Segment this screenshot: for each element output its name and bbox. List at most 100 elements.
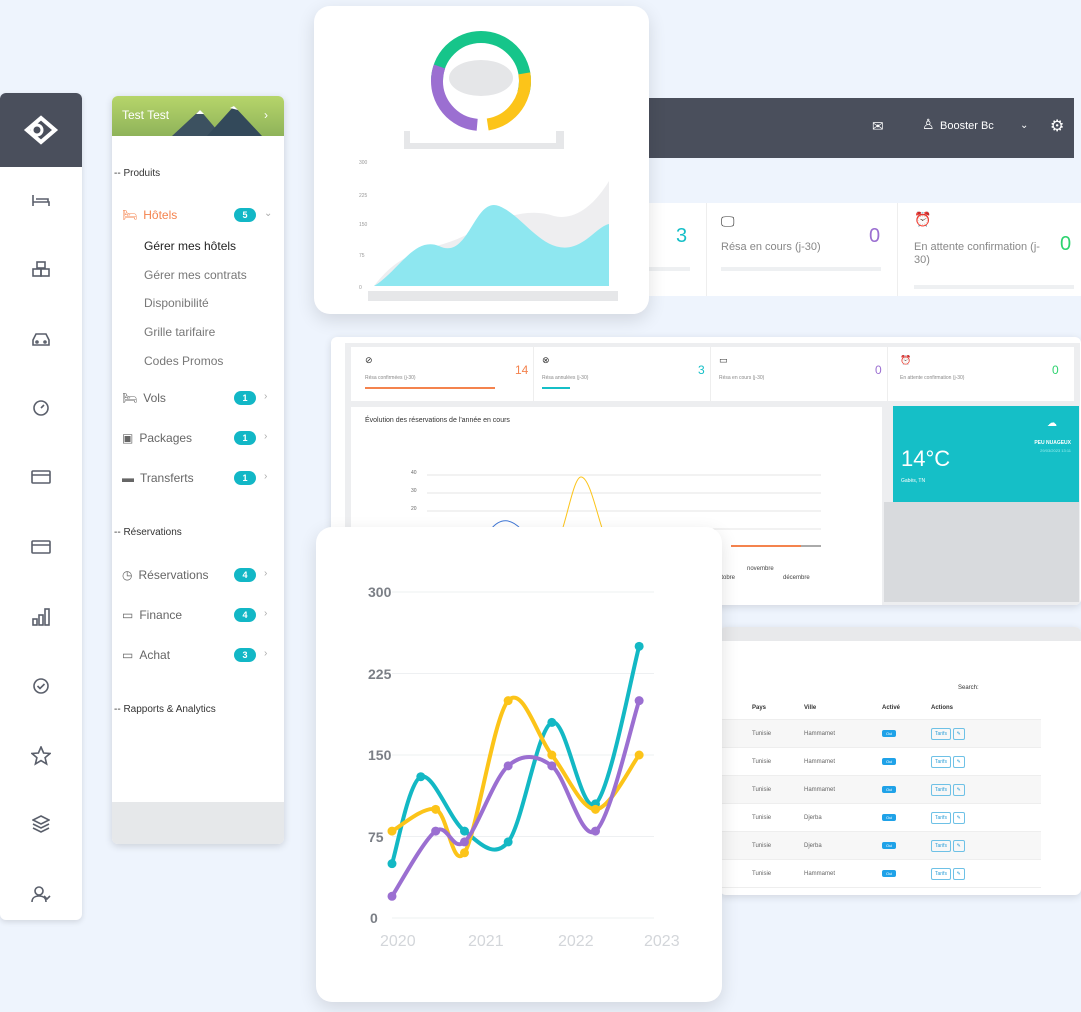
- stats-top: 3 🖵 Résa en cours (j-30) 0 ⏰ En attente …: [640, 203, 1081, 296]
- boxes-icon: ▣: [122, 431, 134, 445]
- stat-value: 14: [515, 363, 529, 377]
- car-icon[interactable]: [0, 331, 82, 347]
- active-badge: Oui: [882, 729, 897, 737]
- data-point: [431, 826, 441, 836]
- transferts-badge: 1: [234, 471, 256, 485]
- reservations-badge: 4: [234, 568, 256, 582]
- chevron-right-icon[interactable]: ›: [264, 648, 268, 659]
- menu-item-vols[interactable]: 🛏 Vols: [122, 391, 166, 405]
- layers-icon[interactable]: [0, 815, 82, 833]
- tarifs-button[interactable]: Tarifs: [931, 755, 951, 768]
- col-header[interactable]: Ville: [804, 697, 882, 720]
- cell-pays: Tunisie: [752, 803, 804, 832]
- chevron-right-icon[interactable]: ›: [264, 108, 268, 122]
- star-icon[interactable]: [0, 746, 82, 766]
- submenu-gerer-contrats[interactable]: Gérer mes contrats: [144, 268, 247, 282]
- gauge-icon: ◷: [122, 568, 133, 582]
- gear-icon[interactable]: ⚙: [1050, 118, 1065, 135]
- col-header[interactable]: Activé: [882, 697, 931, 720]
- edit-icon[interactable]: ✎: [952, 811, 965, 824]
- weather-widget: ☁ PEU NUAGEUX 29/03/2023 13:11 14°C Gabè…: [893, 406, 1079, 502]
- tarifs-button[interactable]: Tarifs: [931, 811, 951, 824]
- data-point: [459, 848, 469, 858]
- data-point: [634, 750, 644, 760]
- stat-cell: ⏰ En attente confirmation (j-30) 0: [888, 347, 1074, 401]
- stat-label: En attente confirmation (j-30): [914, 241, 1040, 266]
- submenu-codes-promos[interactable]: Codes Promos: [144, 354, 224, 368]
- card-icon[interactable]: [0, 470, 82, 484]
- tarifs-button[interactable]: Tarifs: [931, 727, 951, 740]
- active-badge: Oui: [882, 757, 897, 765]
- users-icon[interactable]: [0, 885, 82, 903]
- data-point: [503, 696, 513, 706]
- chevron-down-icon[interactable]: ⌄: [264, 208, 273, 219]
- menu-item-hotels[interactable]: 🛏 Hôtels: [122, 208, 178, 222]
- mini-area-ytick: 225: [359, 193, 368, 199]
- edit-icon[interactable]: ✎: [952, 783, 965, 796]
- edit-icon[interactable]: ✎: [952, 867, 965, 880]
- cell-pays: Tunisie: [752, 831, 804, 860]
- chevron-right-icon[interactable]: ›: [264, 431, 268, 442]
- edit-icon[interactable]: ✎: [952, 755, 965, 768]
- series-line: [390, 698, 642, 899]
- check-circle-icon[interactable]: [0, 677, 82, 695]
- menu-item-packages[interactable]: ▣ Packages: [122, 431, 193, 445]
- edit-icon[interactable]: ✎: [952, 727, 965, 740]
- section-rapports: -- Rapports & Analytics: [114, 704, 216, 715]
- menu-item-reservations[interactable]: ◷ Réservations: [122, 568, 209, 582]
- col-header: Actions: [931, 697, 1041, 720]
- check-circle-icon: ⊘: [365, 355, 373, 365]
- stat-cell: ▭ Résa en cours (j-30) 0: [711, 347, 888, 401]
- card-icon: ▭: [122, 648, 134, 662]
- bars-icon[interactable]: [0, 608, 82, 626]
- stat-label: Résa en cours (j-30): [721, 241, 821, 253]
- line-chart: [387, 591, 654, 919]
- bed-icon[interactable]: [0, 193, 82, 207]
- menu-user-name[interactable]: Test Test: [122, 108, 170, 122]
- stat-value: 0: [1060, 233, 1072, 255]
- chevron-right-icon[interactable]: ›: [264, 608, 268, 619]
- cell-ville: Hammamet: [804, 775, 882, 804]
- chevron-right-icon[interactable]: ›: [264, 471, 268, 482]
- side-menu: Test Test › -- Produits 🛏 Hôtels 5 ⌄ Gére…: [112, 96, 284, 844]
- menu-item-transferts[interactable]: ▬ Transferts: [122, 471, 194, 485]
- edit-icon[interactable]: ✎: [952, 839, 965, 852]
- stat-cell: ⊘ Résa confirmées (j-30) 14: [351, 347, 534, 401]
- search-input[interactable]: [994, 683, 1054, 693]
- tarifs-button[interactable]: Tarifs: [931, 867, 951, 880]
- submenu-gerer-hotels[interactable]: Gérer mes hôtels: [144, 239, 237, 253]
- data-point: [547, 750, 557, 760]
- stat-label: Résa annulées (j-30): [542, 375, 589, 381]
- chevron-right-icon[interactable]: ›: [264, 568, 268, 579]
- boxes-icon[interactable]: [0, 261, 82, 277]
- tarifs-button[interactable]: Tarifs: [931, 783, 951, 796]
- data-point: [547, 761, 557, 771]
- hotels-table: Pays Ville Activé Actions Tunisie Hammame…: [720, 697, 1041, 888]
- packages-badge: 1: [234, 431, 256, 445]
- submenu-grille-tarifaire[interactable]: Grille tarifaire: [144, 325, 216, 339]
- user-icon[interactable]: ♙: [922, 116, 935, 132]
- active-badge: Oui: [882, 785, 897, 793]
- col-header[interactable]: Pays: [752, 697, 804, 720]
- tarifs-button[interactable]: Tarifs: [931, 839, 951, 852]
- bed-icon: 🛏: [122, 391, 138, 405]
- y-tick-label: 75: [368, 829, 384, 845]
- chevron-right-icon[interactable]: ›: [264, 391, 268, 402]
- menu-item-finance[interactable]: ▭ Finance: [122, 608, 183, 622]
- card-icon[interactable]: [0, 540, 82, 554]
- x-tick-label: 2023: [644, 933, 680, 950]
- submenu-disponibilite[interactable]: Disponibilité: [144, 296, 209, 310]
- table-row: Tunisie Hammamet Oui Tarifs ✎: [720, 747, 1041, 776]
- topbar-user[interactable]: Booster Bc: [940, 120, 994, 132]
- top-bar: ✉ ♙ Booster Bc ⌄ ⚙: [640, 98, 1074, 158]
- car-icon: ▬: [122, 471, 134, 485]
- logo-icon[interactable]: [0, 93, 82, 167]
- mini-area-ytick: 150: [359, 222, 368, 228]
- stat-label: Résa confirmées (j-30): [365, 375, 416, 381]
- weather-city: Gabès, TN: [901, 478, 926, 484]
- gauge-icon[interactable]: [0, 399, 82, 417]
- chevron-down-icon[interactable]: ⌄: [1020, 120, 1029, 131]
- menu-item-achat[interactable]: ▭ Achat: [122, 648, 171, 662]
- mail-icon[interactable]: ✉: [872, 118, 884, 134]
- stat-cell: ⏰ En attente confirmation (j-30) 0: [898, 203, 1081, 296]
